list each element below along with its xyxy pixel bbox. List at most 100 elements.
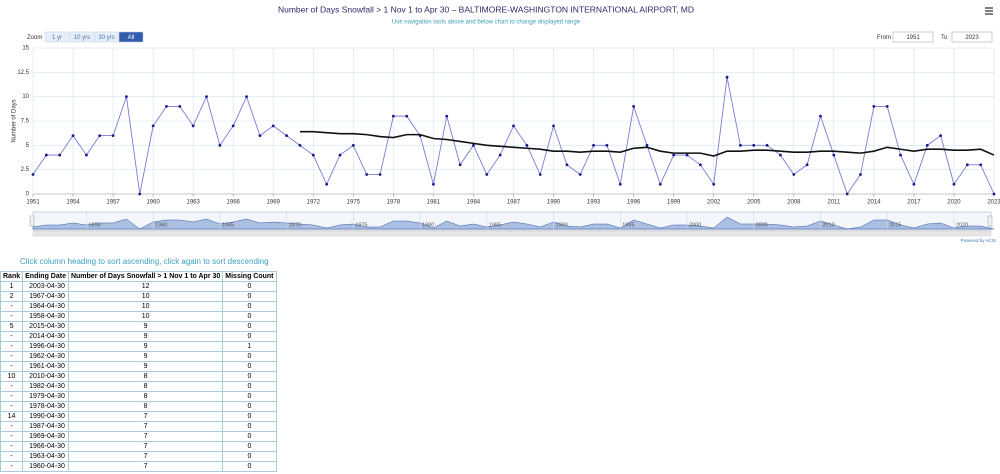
table-row: -1969-04-30 7 0 [0, 431, 277, 442]
zoom-button[interactable] [69, 31, 95, 43]
table-row: 14 1990-04-30 7 0 [0, 411, 277, 422]
column-header[interactable]: Ending Date [22, 271, 69, 282]
x-tick-label: 1993 [587, 200, 601, 206]
table-cell: 0 [222, 401, 277, 412]
data-point [378, 173, 382, 176]
table-cell: 1996-04-30 [22, 341, 69, 352]
table-cell: 1 [0, 281, 24, 292]
data-point [31, 173, 35, 176]
y-tick-label: 7.5 [21, 119, 30, 125]
table-row: -1961-04-30 9 0 [0, 361, 277, 372]
table-header: Rank Ending Date Number of Days Snowfall >… [0, 271, 277, 282]
credit[interactable]: Powered by ACIS [961, 238, 996, 243]
navigator-handle[interactable] [29, 215, 35, 227]
data-point [658, 182, 662, 186]
data-point [819, 114, 822, 118]
table-cell: - [0, 401, 24, 412]
data-point [832, 153, 836, 157]
table-cell: 0 [222, 431, 277, 442]
table-row: -1958-04-30 10 0 [0, 311, 277, 322]
column-header[interactable]: Rank [0, 271, 24, 282]
data-point [645, 143, 649, 147]
navigator-tick-label: 2010 [822, 222, 834, 228]
table-cell: - [0, 441, 24, 452]
x-tick-label: 1996 [627, 200, 641, 206]
zoom-button-label: All [128, 35, 135, 41]
data-point [805, 163, 809, 167]
x-tick-label: 2017 [907, 200, 921, 206]
table-cell: 2 [0, 291, 24, 302]
table-cell: 9 [67, 321, 224, 332]
from-input[interactable] [892, 31, 934, 43]
column-header[interactable]: Missing Count [222, 271, 277, 282]
data-point [765, 143, 769, 147]
navigator-tick-label: 1985 [489, 222, 501, 228]
navigator-tick-label: 1990 [556, 222, 568, 228]
table-cell: 1962-04-30 [22, 351, 69, 362]
to-input[interactable] [951, 31, 993, 43]
navigator-tick-label: 1980 [422, 222, 434, 228]
data-point [725, 75, 729, 79]
data-point [351, 143, 355, 147]
navigator-tick-label: 1960 [155, 222, 167, 228]
menu-icon[interactable] [985, 7, 993, 15]
table-cell: 0 [222, 351, 277, 362]
zoom-button[interactable] [44, 31, 70, 43]
table-cell: 0 [222, 281, 277, 292]
table-cell: 1958-04-30 [22, 311, 69, 322]
data-point [512, 124, 515, 128]
table-cell: 0 [222, 441, 277, 452]
table-cell: 8 [67, 401, 224, 412]
table-row: -1979-04-30 8 0 [0, 391, 277, 402]
x-tick-label: 2002 [707, 200, 721, 206]
navigator-tick-label: 1970 [289, 222, 301, 228]
data-point [391, 114, 395, 118]
table-cell: 7 [67, 411, 224, 422]
x-tick-label: 1960 [146, 200, 160, 206]
table-cell: 8 [67, 381, 224, 392]
table-cell: 5 [0, 321, 24, 332]
to-label: To [941, 35, 948, 41]
zoom-button[interactable] [94, 31, 119, 43]
table-cell: 0 [222, 461, 277, 472]
table-cell: 1990-04-30 [22, 411, 69, 422]
column-header[interactable]: Number of Days Snowfall > 1 Nov 1 to Apr… [67, 271, 224, 282]
table-cell: 2014-04-30 [22, 331, 69, 342]
data-point [552, 124, 555, 128]
table-cell: 1 [222, 341, 277, 352]
data-point [992, 192, 996, 196]
data-point [672, 153, 676, 157]
x-tick-label: 1978 [387, 200, 401, 206]
data-point [44, 153, 48, 157]
table-cell: 7 [67, 461, 224, 472]
table-row: -1964-04-30 10 0 [0, 301, 277, 312]
table-row: -1960-04-30 7 0 [0, 461, 277, 472]
table-cell: 1964-04-30 [22, 301, 69, 312]
zoom-button[interactable] [118, 31, 144, 43]
table-body: 1 2003-04-30 12 0 2 1967-04-30 10 0-1964-04-30 1… [0, 281, 277, 472]
table-cell: 1963-04-30 [22, 451, 69, 462]
data-point [632, 105, 636, 108]
data-point [979, 163, 983, 167]
zoom-label: Zoom [27, 35, 42, 41]
table-cell: 9 [67, 361, 224, 372]
scrollbar[interactable] [32, 230, 992, 237]
x-tick-label: 1966 [227, 200, 241, 206]
table-row: -1996-04-30 9 1 [0, 341, 277, 352]
data-point [218, 143, 222, 147]
table-cell: 8 [67, 371, 224, 382]
navigator-handle[interactable] [987, 215, 993, 227]
table-cell: 0 [222, 331, 277, 342]
data-point [298, 143, 302, 147]
data-point [111, 134, 115, 138]
table-cell: 2015-04-30 [22, 321, 69, 332]
data-point [445, 114, 449, 118]
data-point [739, 143, 742, 147]
table-cell: 1979-04-30 [22, 391, 69, 402]
data-point [618, 182, 622, 186]
data-point [458, 163, 462, 167]
data-point [125, 95, 128, 99]
data-point [98, 134, 102, 138]
table-cell: 12 [67, 281, 224, 292]
